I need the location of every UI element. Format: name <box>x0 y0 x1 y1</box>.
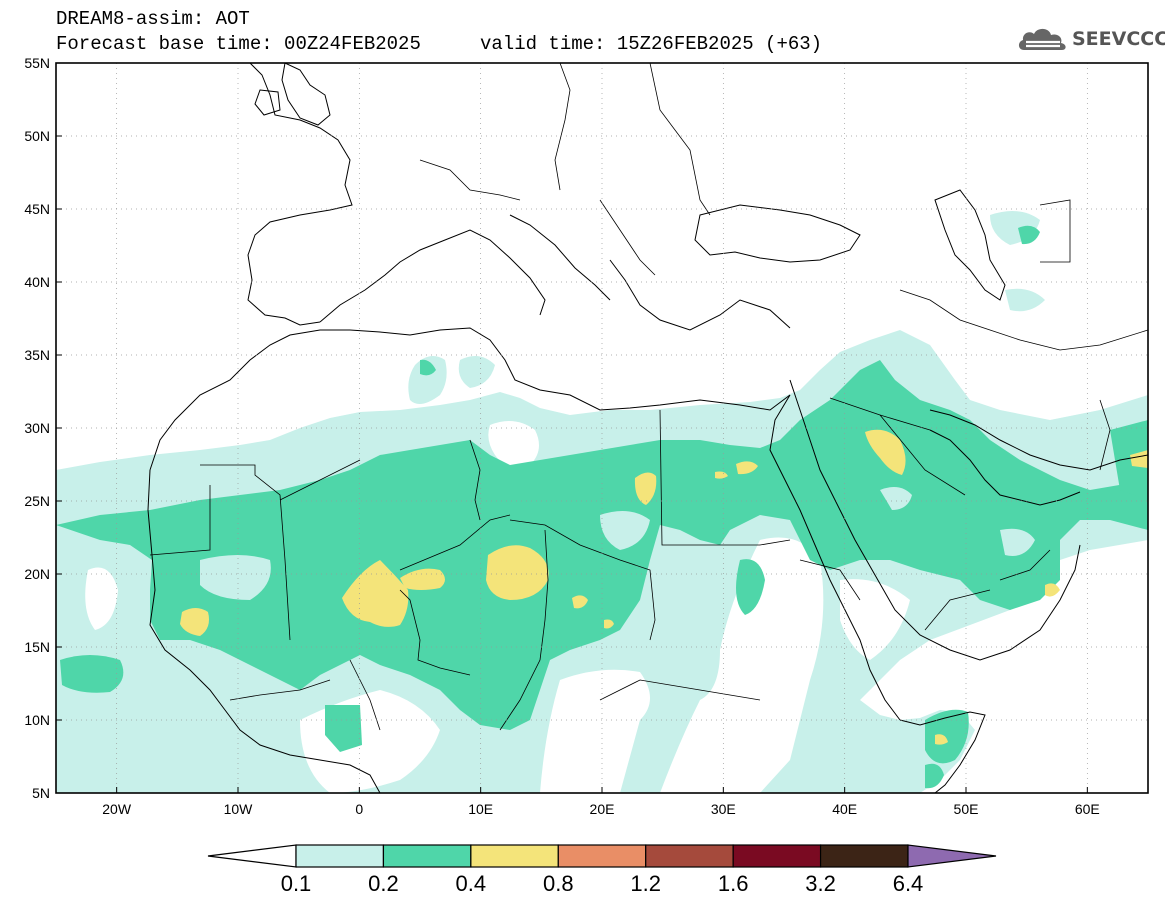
seevccc-logo: SEEVCCC <box>1016 22 1165 56</box>
lat-tick-label: 25N <box>24 493 50 509</box>
lon-tick-label: 10W <box>224 801 254 817</box>
map-title: DREAM8-assim: AOT <box>56 8 250 30</box>
colorbar: 0.1 0.2 0.4 0.8 1.2 1.6 3.2 6.4 <box>207 844 997 896</box>
colorbar-label: 6.4 <box>893 871 924 896</box>
lon-tick-label: 10E <box>468 801 493 817</box>
aot-band-0.4-0.8 <box>180 429 1148 745</box>
lat-tick-label: 35N <box>24 347 50 363</box>
forecast-base-time: Forecast base time: 00Z24FEB2025 <box>56 33 421 55</box>
lat-tick-label: 30N <box>24 420 50 436</box>
aot-band-0.2-0.4 <box>56 225 1148 789</box>
colorbar-segment <box>470 844 559 868</box>
cloud-icon <box>1018 28 1066 50</box>
lat-tick-label: 50N <box>24 128 50 144</box>
colorbar-label: 0.4 <box>456 871 487 896</box>
map-gridlines <box>56 63 1148 793</box>
colorbar-segment <box>557 844 647 868</box>
colorbar-segment <box>645 844 734 868</box>
colorbar-segment <box>732 844 822 868</box>
lat-tick-label: 40N <box>24 274 50 290</box>
lon-tick-label: 0 <box>355 801 363 817</box>
lon-tick-label: 40E <box>832 801 857 817</box>
colorbar-label: 0.2 <box>368 871 399 896</box>
lon-tick-label: 20E <box>590 801 615 817</box>
colorbar-label: 3.2 <box>805 871 836 896</box>
aot-mid-holes <box>200 486 1035 600</box>
colorbar-segment <box>819 844 909 868</box>
lat-tick-label: 55N <box>24 55 50 71</box>
country-borders <box>149 63 1148 731</box>
lon-tick-label: 60E <box>1075 801 1100 817</box>
logo-text: SEEVCCC <box>1072 28 1165 50</box>
lat-tick-label: 20N <box>24 566 50 582</box>
colorbar-label: 0.8 <box>543 871 574 896</box>
lat-tick-label: 15N <box>24 639 50 655</box>
colorbar-label: 0.1 <box>281 871 312 896</box>
colorbar-segment <box>382 844 472 868</box>
coastlines <box>147 63 1148 793</box>
aot-field <box>56 63 1148 793</box>
lat-tick-label: 10N <box>24 712 50 728</box>
colorbar-high-arrow <box>907 844 997 868</box>
lat-tick-label: 5N <box>32 785 50 801</box>
valid-time: valid time: 15Z26FEB2025 (+63) <box>480 33 823 55</box>
lat-tick-label: 45N <box>24 201 50 217</box>
aot-low-areas <box>85 421 910 793</box>
latitude-axis: 55N 50N 45N 40N 35N 30N 25N 20N 15N 10N 5N <box>24 55 62 801</box>
colorbar-segment <box>295 844 385 868</box>
lon-tick-label: 30E <box>711 801 736 817</box>
colorbar-label: 1.2 <box>630 871 661 896</box>
lon-tick-label: 50E <box>954 801 979 817</box>
colorbar-label: 1.6 <box>718 871 749 896</box>
longitude-axis: 20W 10W 0 10E 20E 30E 40E 50E 60E <box>102 787 1100 817</box>
colorbar-low-arrow <box>207 844 297 868</box>
lon-tick-label: 20W <box>102 801 132 817</box>
